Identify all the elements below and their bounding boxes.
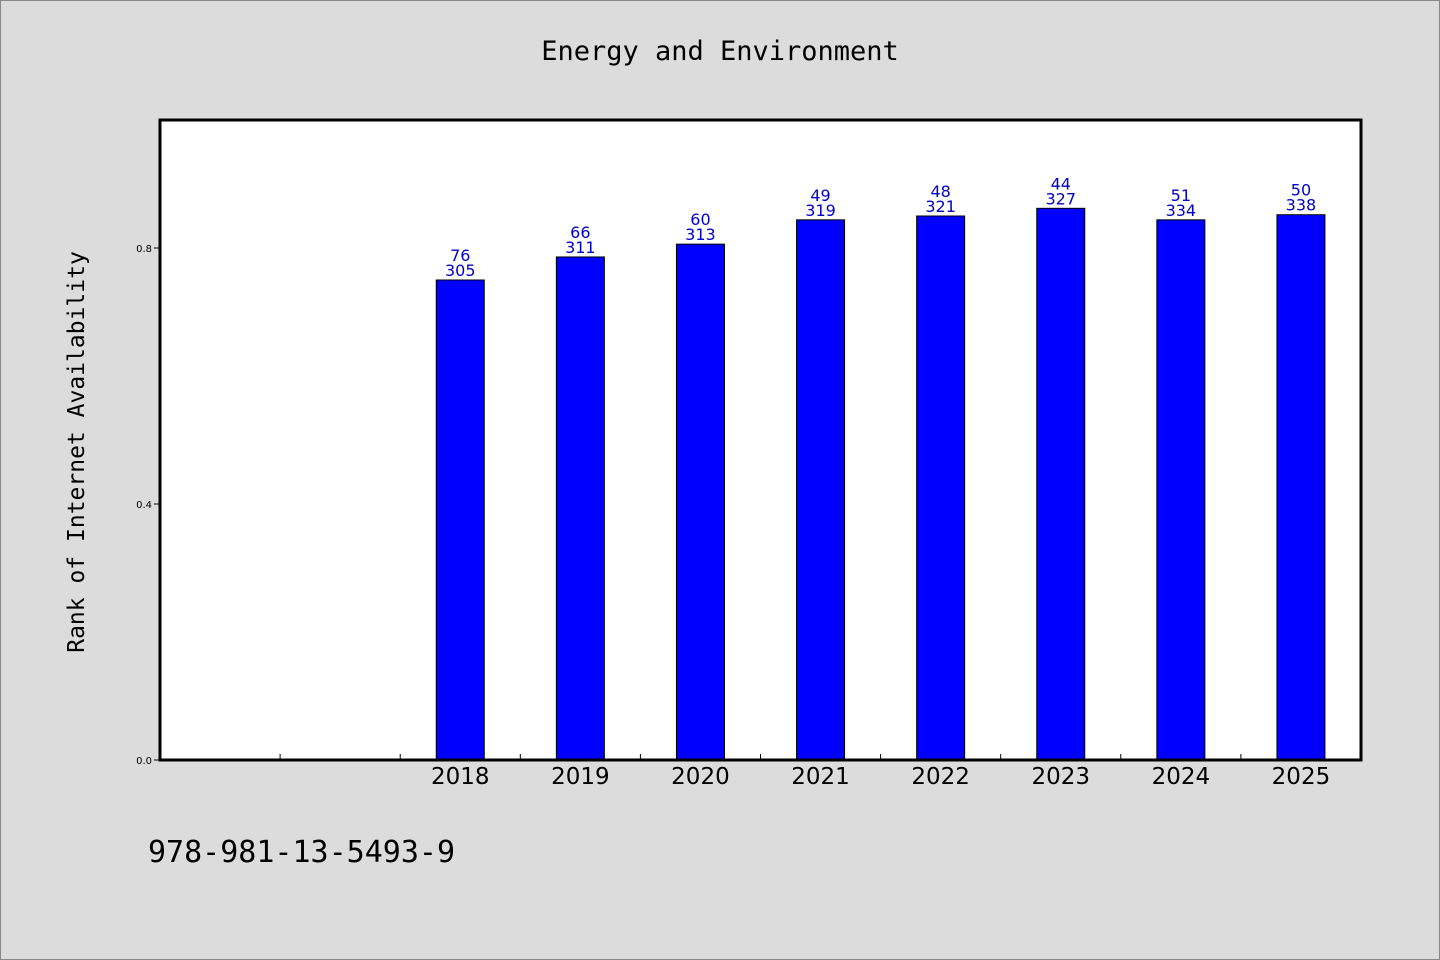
x-tick-label: 2022 [911,764,970,790]
y-axis-label: Rank of Internet Availability [64,251,90,653]
bar-label-bottom: 305 [445,261,476,280]
bar-label-top: 51 [1171,186,1191,205]
bar-label-top: 66 [570,223,590,242]
bar-label-top: 76 [450,246,470,265]
x-tick-label: 2024 [1152,764,1211,790]
isbn-text: 978-981-13-5493-9 [148,835,455,870]
bar-label-top: 60 [690,210,710,229]
x-tick-label: 2019 [551,764,610,790]
bar [1276,214,1326,761]
bar-label-top: 49 [810,186,830,205]
bar [916,215,966,761]
y-tick-label: 0.4 [136,500,152,511]
plot-border [158,118,1363,762]
bar-label-bottom: 311 [565,238,596,257]
bar-label-bottom: 327 [1045,189,1076,208]
bar [675,243,725,761]
bar-label-top: 50 [1291,181,1311,200]
bar-label-bottom: 319 [805,201,836,220]
bar-label-top: 44 [1051,174,1071,193]
bar-label-bottom: 313 [685,225,716,244]
x-tick-label: 2023 [1031,764,1090,790]
bar [435,279,485,761]
x-tick-label: 2018 [431,764,490,790]
y-tick-label: 0.0 [136,756,152,767]
bar [1036,207,1086,761]
bar [555,256,605,761]
chart-title: Energy and Environment [541,36,899,67]
x-tick-label: 2020 [671,764,730,790]
bar [1156,219,1206,761]
bar-label-bottom: 334 [1166,201,1197,220]
x-tick-label: 2021 [791,764,850,790]
bar-label-top: 48 [930,182,950,201]
y-tick-label: 0.8 [136,244,152,255]
bar-label-bottom: 321 [925,197,956,216]
x-tick-label: 2025 [1272,764,1331,790]
bar [796,219,846,761]
bar-label-bottom: 338 [1286,196,1317,215]
